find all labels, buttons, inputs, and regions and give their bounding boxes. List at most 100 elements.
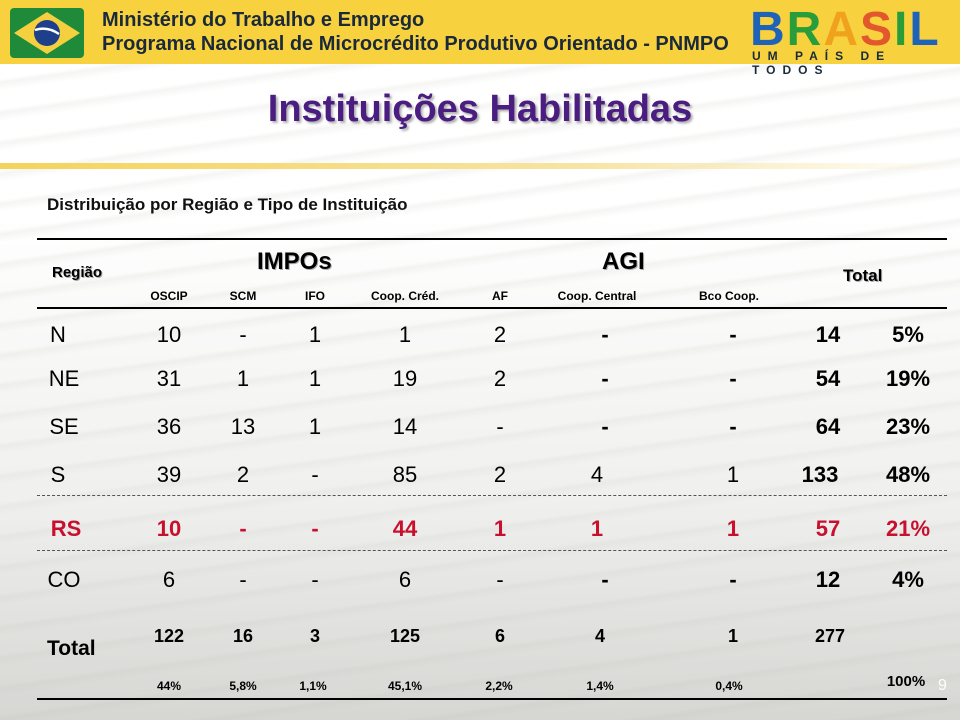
- value-cell: -: [496, 414, 504, 439]
- value-cell: 85: [392, 462, 418, 487]
- value-cell: 19: [392, 366, 418, 391]
- value-cell: 2: [493, 462, 507, 487]
- value-cell: 44: [392, 516, 418, 541]
- col-header-coop-cred: Coop. Créd.: [371, 289, 439, 303]
- total-value-cell: 16: [232, 626, 254, 646]
- value-cell: 6: [398, 567, 412, 592]
- value-cell: 1: [726, 516, 740, 541]
- value-cell: 1: [726, 462, 740, 487]
- value-cell: 10: [156, 322, 182, 347]
- brasil-logo-subtitle: UM PAÍS DE TODOS: [752, 49, 892, 77]
- region-cell: SE: [49, 414, 79, 439]
- value-cell: -: [311, 462, 319, 487]
- value-cell: -: [601, 366, 609, 391]
- total-cell: 12: [815, 567, 841, 592]
- header-banner: Ministério do Trabalho e Emprego Program…: [0, 0, 960, 77]
- value-cell: 4: [590, 462, 604, 487]
- value-cell: 1: [236, 366, 250, 391]
- value-cell: -: [239, 322, 247, 347]
- percent-cell: 48%: [885, 462, 931, 487]
- header-bottom-rule: [37, 307, 947, 309]
- value-cell: 10: [156, 516, 182, 541]
- value-cell: -: [601, 567, 609, 592]
- total-cell: 14: [815, 322, 841, 347]
- total-percent-cell: 45,1%: [387, 679, 423, 693]
- percent-cell: 19%: [885, 366, 931, 391]
- brazil-flag-icon: [10, 8, 84, 58]
- total-value-cell: 122: [153, 626, 185, 646]
- percent-cell: 21%: [885, 516, 931, 541]
- page-number: 9: [938, 677, 947, 694]
- header-agi: AGI: [602, 248, 645, 275]
- value-cell: 1: [493, 516, 507, 541]
- value-cell: 2: [493, 366, 507, 391]
- percent-cell: 4%: [892, 567, 924, 592]
- total-percent-cell: 1,1%: [299, 679, 327, 693]
- total-percent-cell: 0,4%: [715, 679, 743, 693]
- value-cell: -: [311, 567, 319, 592]
- brasil-logo: BRASIL UM PAÍS DE TODOS: [750, 2, 955, 77]
- total-percent-cell: 1,4%: [586, 679, 614, 693]
- header-total: Total: [843, 266, 883, 285]
- total-cell: 57: [815, 516, 841, 541]
- brasil-logo-text: BRASIL: [750, 3, 941, 56]
- table-caption: Distribuição por Região e Tipo de Instit…: [47, 195, 408, 214]
- value-cell: 6: [162, 567, 176, 592]
- total-percent-cell: 5,8%: [229, 679, 257, 693]
- total-row-label: Total: [47, 637, 96, 660]
- total-percent-cell: 44%: [156, 679, 182, 693]
- value-cell: 39: [156, 462, 182, 487]
- value-cell: -: [601, 414, 609, 439]
- value-cell: 31: [156, 366, 182, 391]
- value-cell: -: [601, 322, 609, 347]
- percent-cell: 5%: [892, 322, 924, 347]
- col-header-scm: SCM: [229, 289, 257, 303]
- page-title: Instituições Habilitadas: [267, 88, 693, 130]
- col-header-coop-central: Coop. Central: [557, 289, 637, 303]
- value-cell: 1: [308, 414, 322, 439]
- value-cell: -: [311, 516, 319, 541]
- col-header-oscip: OSCIP: [150, 289, 188, 303]
- value-cell: 1: [308, 322, 322, 347]
- total-percent-cell: 2,2%: [485, 679, 513, 693]
- value-cell: -: [729, 414, 737, 439]
- value-cell: 2: [236, 462, 250, 487]
- table-top-rule: [37, 238, 947, 240]
- value-cell: -: [729, 366, 737, 391]
- value-cell: -: [239, 567, 247, 592]
- value-cell: 2: [493, 322, 507, 347]
- row-separator: [37, 550, 947, 551]
- header-impos: IMPOs: [257, 248, 332, 275]
- value-cell: 36: [156, 414, 182, 439]
- total-value-cell: 3: [309, 626, 321, 646]
- ministry-name: Ministério do Trabalho e Emprego: [102, 9, 425, 31]
- total-value-cell: 6: [494, 626, 506, 646]
- title-underline: [0, 163, 960, 169]
- total-cell: 133: [801, 462, 839, 487]
- row-separator: [37, 495, 947, 496]
- value-cell: 13: [230, 414, 256, 439]
- value-cell: -: [729, 322, 737, 347]
- grand-total-percent: 100%: [886, 673, 926, 690]
- value-cell: 1: [590, 516, 604, 541]
- region-cell: S: [50, 462, 66, 487]
- region-cell: RS: [50, 516, 82, 541]
- region-cell: CO: [47, 567, 81, 592]
- col-header-af: AF: [492, 289, 508, 303]
- col-header-ifo: IFO: [305, 289, 325, 303]
- total-value-cell: 125: [389, 626, 421, 646]
- value-cell: 1: [398, 322, 412, 347]
- value-cell: -: [729, 567, 737, 592]
- header-region: Região: [52, 264, 103, 281]
- value-cell: -: [496, 567, 504, 592]
- grand-total-cell: 277: [814, 626, 846, 646]
- table-bottom-rule: [37, 698, 947, 700]
- value-cell: 1: [308, 366, 322, 391]
- region-cell: NE: [48, 366, 80, 391]
- total-value-cell: 4: [594, 626, 606, 646]
- total-value-cell: 1: [727, 626, 739, 646]
- value-cell: -: [239, 516, 247, 541]
- percent-cell: 23%: [885, 414, 931, 439]
- program-name: Programa Nacional de Microcrédito Produt…: [102, 33, 729, 55]
